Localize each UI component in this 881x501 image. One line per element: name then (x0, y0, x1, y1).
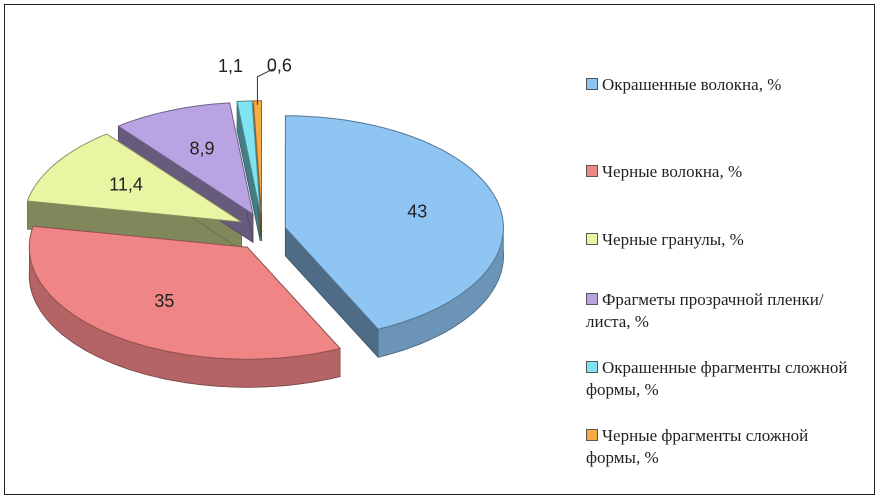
data-label: 43 (407, 201, 427, 221)
legend-label: Черные фрагменты сложной формы, % (586, 426, 809, 467)
slice (117, 102, 254, 216)
legend-swatch (586, 293, 598, 305)
legend-label: Черные волокна, % (602, 162, 743, 181)
data-label: 35 (154, 291, 174, 311)
legend-swatch (586, 233, 598, 245)
legend-swatch (586, 429, 598, 441)
frame (4, 4, 875, 495)
legend-swatch (586, 78, 598, 90)
legend-label: Черные гранулы, % (602, 230, 744, 249)
slice (284, 115, 504, 330)
pie-tops (26, 100, 504, 360)
legend-swatch (586, 361, 598, 373)
legend-label: Фрагметы прозрачной пленки/листа, % (586, 290, 824, 331)
legend-item: Окрашенные фрагменты сложной формы, % (586, 357, 848, 401)
legend-item: Окрашенные волокна, % (586, 74, 848, 96)
legend-label: Окрашенные волокна, % (602, 75, 782, 94)
data-label: 11,4 (109, 175, 143, 195)
legend-swatch (586, 165, 598, 177)
pie-labels: 43 35 11,4 8,9 1,1 0,6 (109, 56, 427, 311)
leader-line (256, 68, 274, 105)
slice (28, 225, 342, 360)
data-label: 8,9 (190, 139, 215, 159)
legend-item: Черные фрагменты сложной формы, % (586, 425, 848, 469)
data-label: 0,6 (267, 56, 292, 76)
legend-item: Фрагметы прозрачной пленки/листа, % (586, 289, 848, 333)
slice (26, 133, 242, 223)
legend-item: Черные гранулы, % (586, 229, 848, 251)
data-label: 1,1 (218, 56, 243, 76)
legend-item: Черные волокна, % (586, 161, 848, 183)
legend-label: Окрашенные фрагменты сложной формы, % (586, 358, 848, 399)
slice (236, 100, 261, 214)
